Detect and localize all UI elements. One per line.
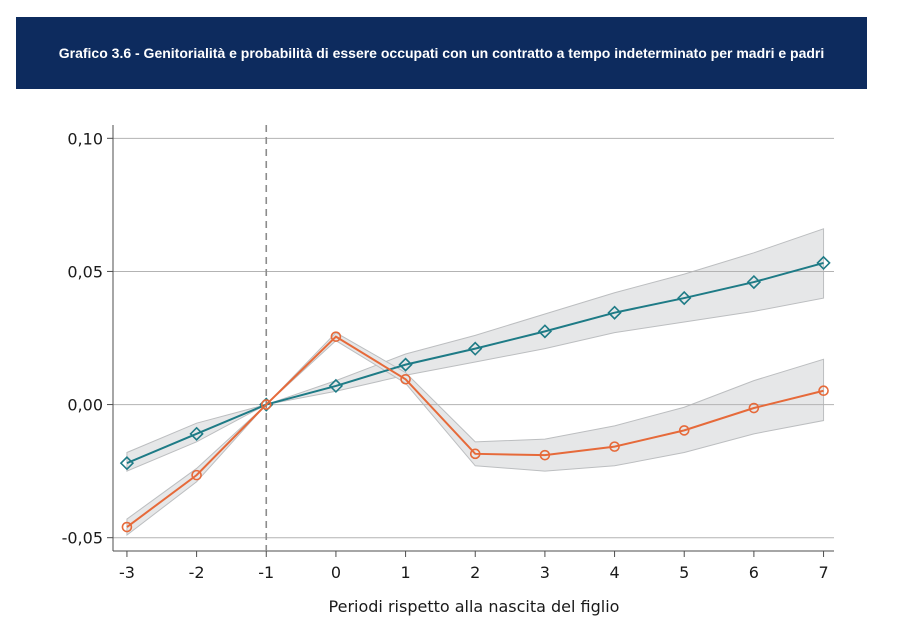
data-point-diamond <box>328 378 344 394</box>
data-point-circle <box>539 449 551 461</box>
x-tick-label: 2 <box>470 563 480 582</box>
x-tick-label: -1 <box>258 563 274 582</box>
data-point-circle <box>469 448 481 460</box>
data-point-circle <box>748 402 760 414</box>
data-point-circle <box>609 441 620 452</box>
data-point-diamond <box>816 255 831 271</box>
x-tick-label: 0 <box>331 563 341 582</box>
x-tick-label: -2 <box>189 563 205 582</box>
y-tick-label: -0,05 <box>62 529 103 548</box>
data-point-circle <box>818 385 829 397</box>
data-point-diamond <box>468 341 483 356</box>
data-point-circle <box>191 469 202 481</box>
y-tick-label: 0,00 <box>67 396 103 415</box>
data-point-diamond <box>189 426 204 441</box>
data-point-diamond <box>398 357 413 372</box>
x-tick-label: 3 <box>540 563 550 582</box>
axes: -0,05 0,00 0,05 0,10 -3 -2 -1 0 1 2 3 4 5 6 7 <box>62 125 834 582</box>
y-tick-label: 0,05 <box>67 262 103 281</box>
data-point-diamond <box>537 324 553 339</box>
x-tick-label: 1 <box>400 563 410 582</box>
data-point-circle <box>260 399 272 410</box>
data-point-circle <box>330 331 342 342</box>
chart-title-banner: Grafico 3.6 - Genitorialità e probabilit… <box>16 17 867 89</box>
series-line-2 <box>126 335 824 528</box>
x-tick-label: 7 <box>818 563 828 582</box>
data-point-circle <box>400 373 411 385</box>
series <box>119 255 831 533</box>
x-axis-label: Periodi rispetto alla nascita del figlio <box>329 597 620 616</box>
data-point-diamond <box>607 305 622 320</box>
data-point-circle <box>121 521 133 533</box>
series-line-1 <box>126 261 824 465</box>
gridlines <box>113 137 834 539</box>
data-point-diamond <box>119 456 135 471</box>
x-tick-label: -3 <box>119 563 135 582</box>
data-point-diamond <box>746 274 762 290</box>
data-point-circle <box>678 425 690 436</box>
data-point-diamond <box>677 290 692 306</box>
confidence-bands <box>126 228 825 537</box>
chart-title: Grafico 3.6 - Genitorialità e probabilit… <box>58 44 825 61</box>
x-tick-label: 5 <box>679 563 689 582</box>
x-tick-label: 4 <box>609 563 619 582</box>
confidence-band-2 <box>126 332 825 537</box>
x-tick-label: 6 <box>749 563 759 582</box>
y-tick-label: 0,10 <box>67 129 103 148</box>
